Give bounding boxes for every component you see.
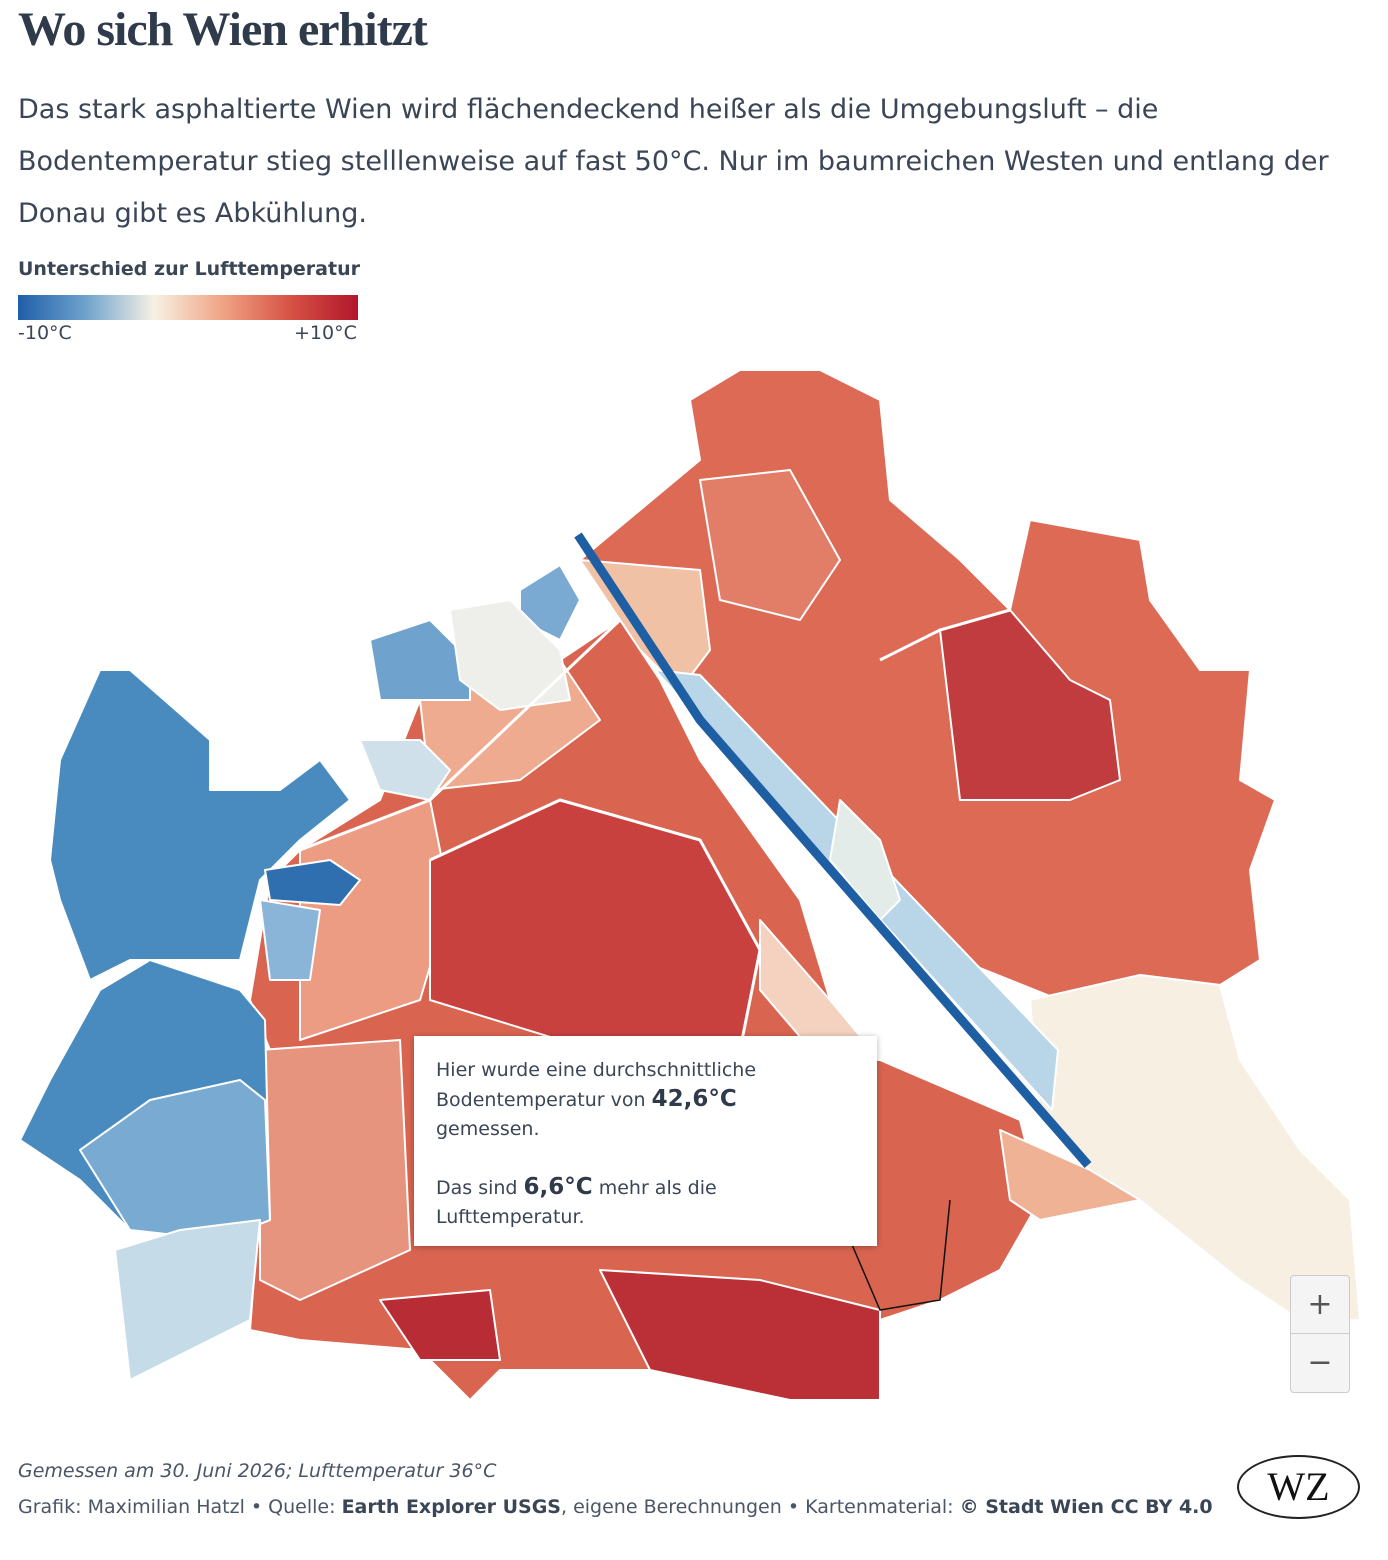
- tooltip-value: 6,6°C: [523, 1174, 593, 1200]
- district: [264, 859, 361, 906]
- footnote: Gemessen am 30. Juni 2026; Lufttemperatu…: [18, 1460, 497, 1482]
- tooltip-value: 42,6°C: [651, 1086, 737, 1112]
- boundary: [879, 608, 1011, 662]
- credit: , eigene Berechnungen: [561, 1496, 782, 1518]
- legend-title: Unterschied zur Lufttemperatur: [18, 258, 360, 280]
- legend-max: +10°C: [294, 322, 357, 344]
- zoom-in[interactable]: +: [1307, 1287, 1333, 1322]
- district: [114, 1219, 261, 1381]
- legend-min: -10°C: [18, 322, 72, 344]
- credit: Kartenmaterial:: [805, 1496, 954, 1518]
- zoom-out[interactable]: −: [1291, 1333, 1349, 1391]
- logo[interactable]: WZ: [1237, 1455, 1360, 1519]
- district: [359, 739, 451, 801]
- tooltip-text: Bodentemperatur von: [436, 1089, 646, 1111]
- zoom-control: + −: [1290, 1275, 1350, 1393]
- credit: Grafik: Maximilian Hatzl: [18, 1496, 245, 1518]
- district: [259, 1039, 411, 1301]
- river: [574, 532, 1092, 1168]
- tooltip-text: gemessen.: [436, 1118, 540, 1140]
- legend-gradient: [18, 295, 358, 320]
- district: [259, 899, 321, 981]
- separator: •: [250, 1496, 263, 1518]
- selected-outline: [849, 1199, 951, 1311]
- tooltip-text: Das sind: [436, 1177, 518, 1199]
- district: [79, 1079, 271, 1241]
- subtitle: Das stark asphaltierte Wien wird flächen…: [18, 94, 1329, 229]
- credit: Quelle:: [268, 1496, 336, 1518]
- separator: •: [787, 1496, 800, 1518]
- tooltip-text: Lufttemperatur.: [436, 1206, 585, 1228]
- boundary: [299, 618, 622, 852]
- tooltip-text: Hier wurde eine durchschnittliche: [436, 1059, 757, 1081]
- district: [1029, 974, 1361, 1321]
- map: [19, 369, 1361, 1401]
- tooltip: Hier wurde eine durchschnittliche Bodent…: [414, 1036, 877, 1246]
- title: Wo sich Wien erhitzt: [18, 3, 428, 56]
- district: [699, 469, 841, 621]
- credits: Grafik: Maximilian Hatzl • Quelle: Earth…: [18, 1496, 1213, 1518]
- district: [449, 599, 571, 711]
- district: [49, 669, 351, 981]
- tooltip-text: mehr als die: [598, 1177, 717, 1199]
- island: [829, 799, 901, 921]
- credit-link[interactable]: © Stadt Wien CC BY 4.0: [959, 1496, 1213, 1518]
- district: [999, 1129, 1141, 1221]
- district: [939, 609, 1121, 801]
- credit-link[interactable]: Earth Explorer USGS: [341, 1496, 561, 1518]
- boundary: [429, 798, 762, 1051]
- district: [599, 1269, 881, 1401]
- district: [379, 1289, 501, 1361]
